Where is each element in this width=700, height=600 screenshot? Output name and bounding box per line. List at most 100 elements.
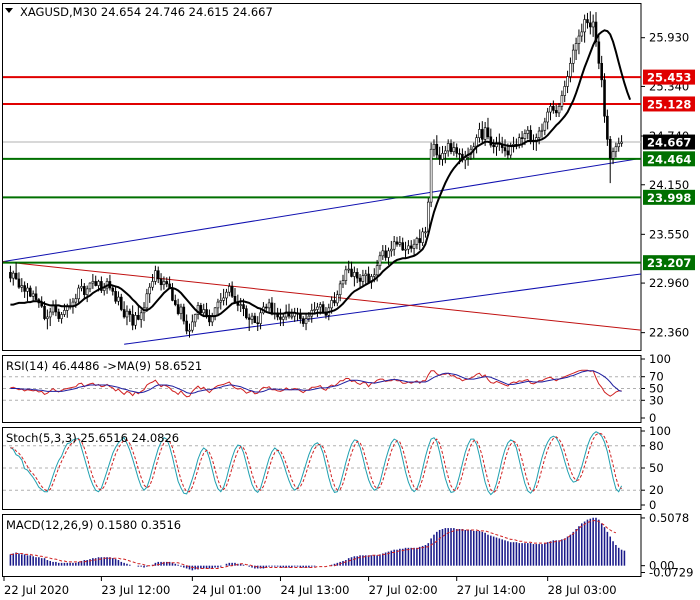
candle	[250, 315, 254, 320]
candle	[80, 286, 83, 289]
candle	[549, 105, 552, 113]
candle	[267, 302, 271, 309]
candle	[597, 41, 601, 64]
candle	[424, 231, 427, 234]
candle	[162, 281, 166, 286]
candle	[608, 139, 612, 159]
candle	[176, 304, 180, 314]
candle	[191, 321, 194, 331]
candle	[367, 273, 370, 283]
candle	[259, 312, 262, 324]
candle	[401, 242, 404, 251]
symbol-header: XAGUSD,M30 24.654 24.746 24.615 24.667	[20, 5, 273, 19]
candle	[63, 310, 66, 315]
candle	[617, 143, 621, 148]
candle	[589, 22, 592, 28]
candle	[151, 281, 154, 288]
candle	[46, 316, 49, 319]
candle	[375, 265, 379, 276]
level-tag-label: 24.464	[647, 152, 691, 166]
candle	[256, 322, 260, 325]
candle	[43, 305, 46, 319]
candle	[540, 129, 544, 132]
level-tag-bg	[643, 69, 695, 85]
candle	[418, 238, 422, 243]
candle	[205, 309, 208, 316]
main-panel-frame	[2, 3, 642, 351]
candle	[131, 314, 134, 326]
candle	[279, 316, 282, 320]
level-tag-bg	[643, 151, 695, 167]
candle	[159, 278, 163, 286]
candle	[529, 129, 532, 141]
candle	[560, 95, 564, 107]
candle	[446, 143, 450, 152]
candle	[390, 248, 393, 252]
candle	[156, 270, 160, 280]
candle	[137, 314, 140, 320]
candle	[361, 275, 365, 282]
rsi-tick-label: 30	[649, 393, 664, 407]
candle	[313, 309, 316, 311]
candle	[77, 287, 80, 300]
candle	[94, 281, 97, 286]
stoch-header: Stoch(5,3,3) 25.6516 24.0826	[6, 431, 179, 445]
level-tag-label: 23.998	[647, 191, 691, 205]
price-tick-label: 25.930	[649, 31, 689, 45]
candle	[34, 293, 38, 300]
candle	[29, 287, 32, 297]
candle	[330, 300, 333, 309]
time-tick-label: 28 Jul 03:00	[548, 583, 617, 597]
candle	[23, 285, 26, 292]
level-tag-bg	[643, 255, 695, 271]
candle	[372, 274, 376, 277]
candle	[486, 127, 490, 138]
rsi-tick-label: 70	[649, 370, 664, 384]
candle	[355, 272, 359, 279]
level-tag-label: 23.207	[647, 256, 691, 270]
candle	[358, 277, 362, 282]
moving-average-line	[10, 29, 632, 318]
stoch-tick-label: 80	[649, 439, 664, 453]
candle	[307, 315, 311, 319]
candle	[603, 79, 606, 117]
candle	[537, 130, 541, 138]
candle	[245, 308, 248, 319]
candle	[20, 285, 24, 288]
candle	[611, 151, 615, 159]
rsi-header: RSI(14) 46.4486 ->MA(9) 58.6521	[6, 359, 202, 373]
candle	[523, 133, 527, 139]
time-tick-label: 22 Jul 2020	[4, 583, 69, 597]
main-price-panel: 25.93025.34024.74024.15023.55022.96022.3…	[2, 3, 695, 351]
candle	[216, 301, 220, 309]
rsi-tick-label: 0	[649, 411, 656, 425]
candle	[173, 300, 177, 305]
candle	[26, 287, 29, 292]
time-tick-label: 23 Jul 12:00	[101, 583, 170, 597]
rsi-tick-label: 50	[649, 382, 664, 396]
candle	[338, 283, 342, 295]
candle	[392, 241, 396, 250]
candle	[125, 310, 129, 318]
candle	[83, 286, 86, 295]
candle	[60, 314, 63, 319]
candle	[483, 127, 487, 140]
candle	[14, 272, 18, 280]
candle	[574, 43, 578, 51]
candle	[91, 281, 95, 284]
candle	[381, 250, 385, 257]
candle	[282, 316, 285, 320]
time-tick-label: 27 Jul 02:00	[369, 583, 438, 597]
candle	[228, 286, 231, 293]
candle	[407, 245, 410, 250]
candle	[117, 296, 120, 302]
candle	[432, 143, 436, 150]
candle	[239, 304, 242, 306]
candle	[165, 281, 169, 285]
candle	[492, 144, 495, 148]
candle	[114, 291, 117, 302]
level-tag-label: 25.453	[647, 71, 691, 85]
candle	[301, 318, 305, 324]
